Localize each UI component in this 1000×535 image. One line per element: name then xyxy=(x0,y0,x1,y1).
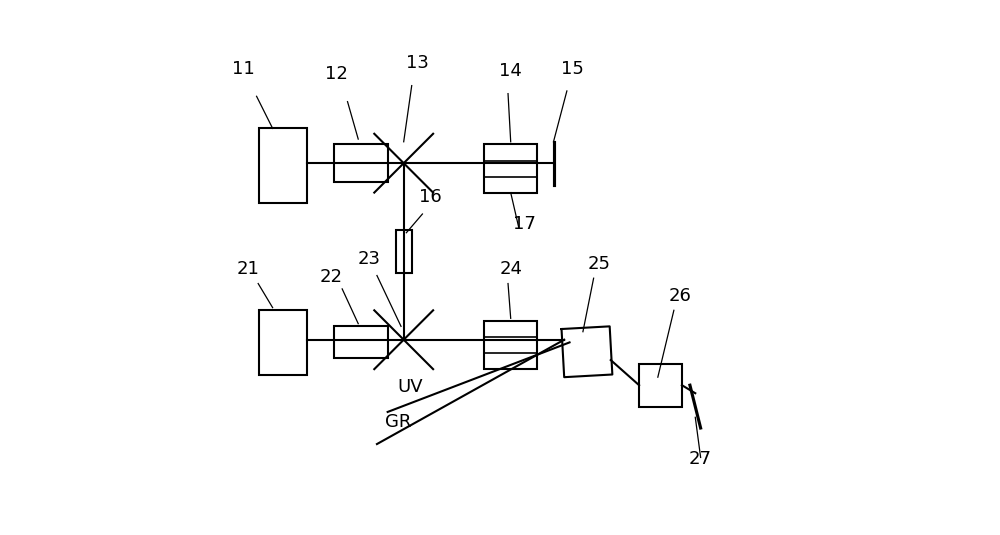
Bar xyxy=(334,144,388,182)
Text: GR: GR xyxy=(385,412,411,431)
Text: 22: 22 xyxy=(320,268,343,286)
Text: 16: 16 xyxy=(419,188,442,206)
Text: UV: UV xyxy=(397,378,423,396)
Text: 24: 24 xyxy=(499,260,522,278)
Text: 15: 15 xyxy=(561,59,584,78)
Text: 14: 14 xyxy=(499,62,522,80)
Bar xyxy=(259,310,307,374)
Text: 12: 12 xyxy=(325,65,348,83)
Bar xyxy=(334,326,388,358)
Text: 21: 21 xyxy=(237,260,260,278)
Text: 26: 26 xyxy=(669,287,692,305)
Text: 25: 25 xyxy=(587,255,610,273)
Text: 27: 27 xyxy=(689,450,712,468)
Bar xyxy=(639,364,682,407)
Text: 13: 13 xyxy=(406,54,429,72)
Bar xyxy=(396,230,412,273)
Text: 17: 17 xyxy=(513,215,536,233)
Bar xyxy=(484,144,537,193)
Bar xyxy=(484,321,537,369)
Text: 11: 11 xyxy=(232,59,255,78)
Bar xyxy=(259,128,307,203)
Text: 23: 23 xyxy=(357,249,380,268)
